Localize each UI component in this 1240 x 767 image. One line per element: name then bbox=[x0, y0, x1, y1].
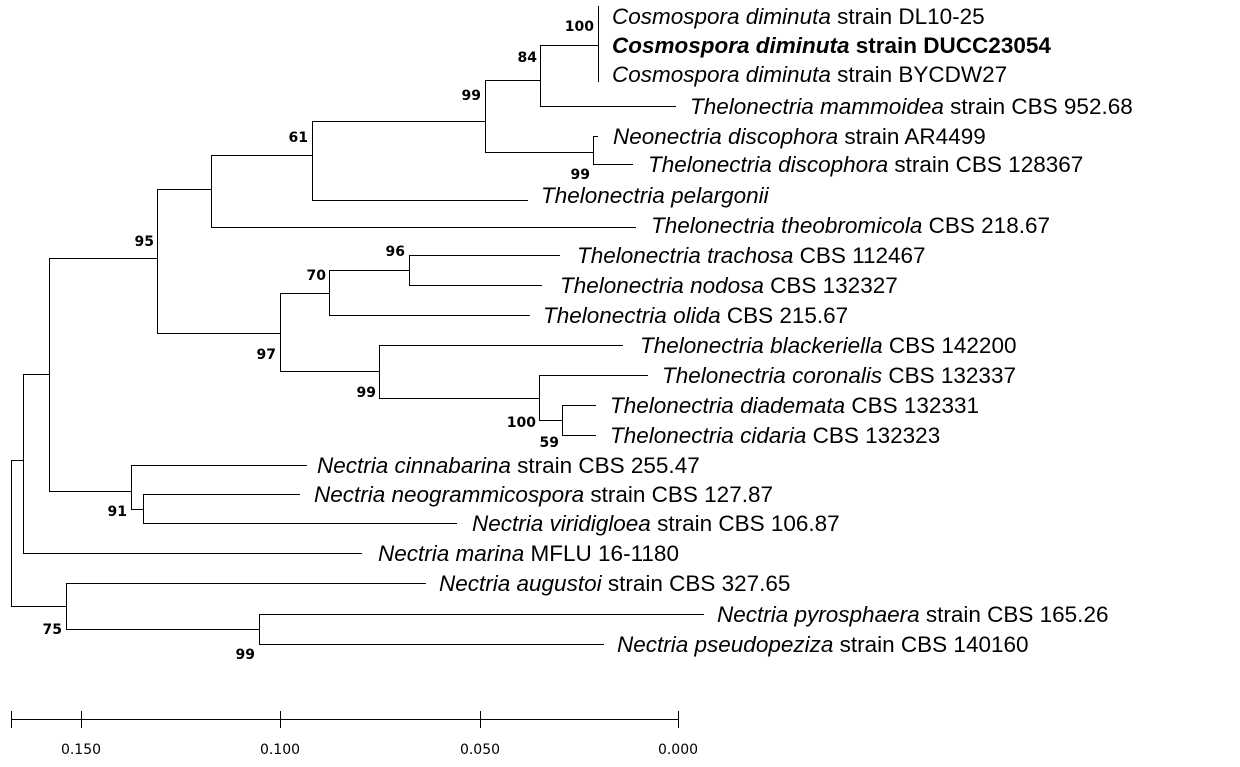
tree-branches bbox=[11, 6, 704, 645]
taxon-strain: CBS 132327 bbox=[764, 273, 898, 298]
taxon-strain: strain CBS 127.87 bbox=[584, 482, 773, 507]
taxon-strain: MFLU 16-1180 bbox=[524, 541, 679, 566]
bootstrap-value: 91 bbox=[108, 504, 127, 520]
taxon-strain: strain BYCDW27 bbox=[831, 62, 1007, 87]
taxon-species-name: Nectria viridigloea bbox=[472, 511, 651, 536]
taxon-label: Nectria cinnabarina strain CBS 255.47 bbox=[317, 453, 700, 478]
taxon-species-name: Cosmospora diminuta bbox=[612, 33, 850, 58]
taxon-label: Nectria pyrosphaera strain CBS 165.26 bbox=[717, 602, 1108, 627]
taxon-label: Nectria neogrammicospora strain CBS 127.… bbox=[314, 482, 773, 507]
bootstrap-value: 99 bbox=[357, 385, 376, 401]
taxon-species-name: Nectria augustoi bbox=[439, 571, 603, 596]
taxon-species-name: Thelonectria olida bbox=[543, 303, 721, 328]
taxon-species-name: Nectria marina bbox=[378, 541, 524, 566]
taxon-strain: strain CBS 165.26 bbox=[920, 602, 1109, 627]
taxon-strain: CBS 132323 bbox=[806, 423, 940, 448]
taxon-species-name: Cosmospora diminuta bbox=[612, 4, 831, 29]
taxon-label: Thelonectria trachosa CBS 112467 bbox=[577, 243, 926, 268]
taxon-species-name: Nectria pseudopeziza bbox=[617, 632, 833, 657]
scale-tick-label: 0.150 bbox=[61, 742, 101, 758]
taxon-label: Thelonectria nodosa CBS 132327 bbox=[560, 273, 898, 298]
taxon-label: Thelonectria pelargonii bbox=[541, 183, 770, 208]
taxon-label: Cosmospora diminuta strain DUCC23054 bbox=[612, 33, 1051, 58]
bootstrap-value: 95 bbox=[135, 234, 154, 250]
taxon-strain: strain CBS 327.65 bbox=[602, 571, 791, 596]
taxon-species-name: Thelonectria pelargonii bbox=[541, 183, 770, 208]
taxon-label: Nectria marina MFLU 16-1180 bbox=[378, 541, 679, 566]
taxon-labels: Cosmospora diminuta strain DL10-25Cosmos… bbox=[314, 4, 1133, 657]
taxon-species-name: Thelonectria nodosa bbox=[560, 273, 764, 298]
bootstrap-value: 100 bbox=[507, 415, 536, 431]
taxon-strain: strain AR4499 bbox=[838, 124, 986, 149]
taxon-label: Cosmospora diminuta strain BYCDW27 bbox=[612, 62, 1007, 87]
bootstrap-value: 97 bbox=[257, 347, 276, 363]
taxon-species-name: Nectria cinnabarina bbox=[317, 453, 511, 478]
taxon-species-name: Thelonectria trachosa bbox=[577, 243, 793, 268]
taxon-species-name: Thelonectria discophora bbox=[648, 152, 888, 177]
taxon-strain: CBS 218.67 bbox=[922, 213, 1050, 238]
taxon-label: Nectria viridigloea strain CBS 106.87 bbox=[472, 511, 840, 536]
taxon-strain: CBS 215.67 bbox=[721, 303, 849, 328]
scale-tick-label: 0.100 bbox=[260, 742, 300, 758]
taxon-strain: CBS 132337 bbox=[882, 363, 1016, 388]
taxon-label: Thelonectria discophora strain CBS 12836… bbox=[648, 152, 1083, 177]
taxon-species-name: Thelonectria blackeriella bbox=[640, 333, 883, 358]
taxon-strain: strain CBS 255.47 bbox=[511, 453, 700, 478]
taxon-species-name: Thelonectria diademata bbox=[610, 393, 845, 418]
bootstrap-value: 96 bbox=[386, 244, 405, 260]
taxon-strain: strain CBS 106.87 bbox=[651, 511, 840, 536]
bootstrap-value: 99 bbox=[571, 167, 590, 183]
taxon-strain: strain CBS 128367 bbox=[888, 152, 1083, 177]
bootstrap-value: 99 bbox=[236, 647, 255, 663]
scale-tick-label: 0.050 bbox=[460, 742, 500, 758]
taxon-strain: strain CBS 140160 bbox=[833, 632, 1028, 657]
taxon-species-name: Thelonectria cidaria bbox=[610, 423, 806, 448]
taxon-label: Neonectria discophora strain AR4499 bbox=[613, 124, 986, 149]
taxon-species-name: Thelonectria coronalis bbox=[662, 363, 882, 388]
taxon-strain: CBS 112467 bbox=[793, 243, 925, 268]
taxon-species-name: Thelonectria mammoidea bbox=[690, 94, 944, 119]
taxon-label: Cosmospora diminuta strain DL10-25 bbox=[612, 4, 985, 29]
taxon-label: Thelonectria diademata CBS 132331 bbox=[610, 393, 979, 418]
taxon-species-name: Cosmospora diminuta bbox=[612, 62, 831, 87]
scale-tick-label: 0.000 bbox=[658, 742, 698, 758]
bootstrap-value: 99 bbox=[462, 88, 481, 104]
taxon-label: Thelonectria cidaria CBS 132323 bbox=[610, 423, 940, 448]
taxon-species-name: Neonectria discophora bbox=[613, 124, 838, 149]
bootstrap-value: 84 bbox=[518, 50, 538, 66]
taxon-label: Thelonectria blackeriella CBS 142200 bbox=[640, 333, 1016, 358]
taxon-label: Nectria augustoi strain CBS 327.65 bbox=[439, 571, 790, 596]
taxon-species-name: Nectria pyrosphaera bbox=[717, 602, 920, 627]
taxon-label: Thelonectria mammoidea strain CBS 952.68 bbox=[690, 94, 1133, 119]
bootstrap-value: 59 bbox=[540, 435, 559, 451]
scale-axis: 0.150 0.100 0.050 0.000 bbox=[11, 711, 698, 758]
taxon-species-name: Thelonectria theobromicola bbox=[651, 213, 922, 238]
bootstrap-value: 75 bbox=[43, 622, 62, 638]
taxon-label: Thelonectria coronalis CBS 132337 bbox=[662, 363, 1016, 388]
taxon-label: Thelonectria olida CBS 215.67 bbox=[543, 303, 848, 328]
bootstrap-value: 100 bbox=[565, 19, 594, 35]
taxon-label: Nectria pseudopeziza strain CBS 140160 bbox=[617, 632, 1029, 657]
taxon-strain: strain DUCC23054 bbox=[850, 33, 1052, 58]
taxon-strain: strain CBS 952.68 bbox=[944, 94, 1133, 119]
taxon-strain: CBS 132331 bbox=[845, 393, 979, 418]
taxon-label: Thelonectria theobromicola CBS 218.67 bbox=[651, 213, 1050, 238]
taxon-strain: CBS 142200 bbox=[883, 333, 1017, 358]
bootstrap-value: 70 bbox=[307, 268, 327, 284]
taxon-strain: strain DL10-25 bbox=[831, 4, 985, 29]
bootstrap-value: 61 bbox=[289, 130, 308, 146]
taxon-species-name: Nectria neogrammicospora bbox=[314, 482, 584, 507]
